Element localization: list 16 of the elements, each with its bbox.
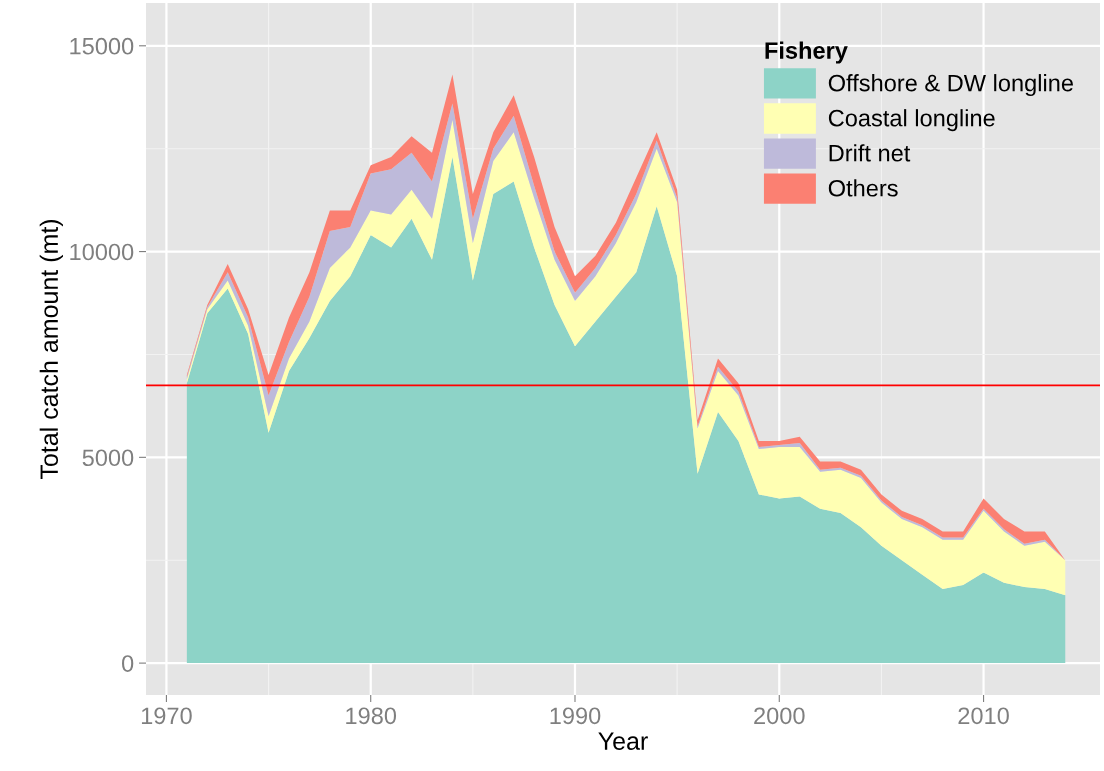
- legend-label: Coastal longline: [828, 109, 995, 132]
- y-tick-label: 10000: [70, 243, 134, 261]
- x-axis-title: Year: [598, 732, 648, 750]
- legend-label: Others: [828, 179, 898, 197]
- legend-title: Fishery: [765, 41, 848, 64]
- x-tick-label: 1980: [346, 707, 397, 725]
- x-tick-label: 2010: [958, 707, 1009, 725]
- legend-label: Drift net: [829, 144, 911, 162]
- x-tick-label: 1970: [141, 707, 192, 725]
- y-tick-label: 5000: [82, 449, 134, 467]
- legend-label: Offshore & DW longline: [828, 74, 1073, 97]
- y-tick-label: 0: [121, 655, 134, 672]
- y-axis-title: Total catch amount (mt): [39, 219, 63, 480]
- y-tick-label: 15000: [70, 37, 134, 55]
- x-tick-label: 2000: [754, 707, 805, 725]
- x-tick-label: 1990: [550, 707, 601, 725]
